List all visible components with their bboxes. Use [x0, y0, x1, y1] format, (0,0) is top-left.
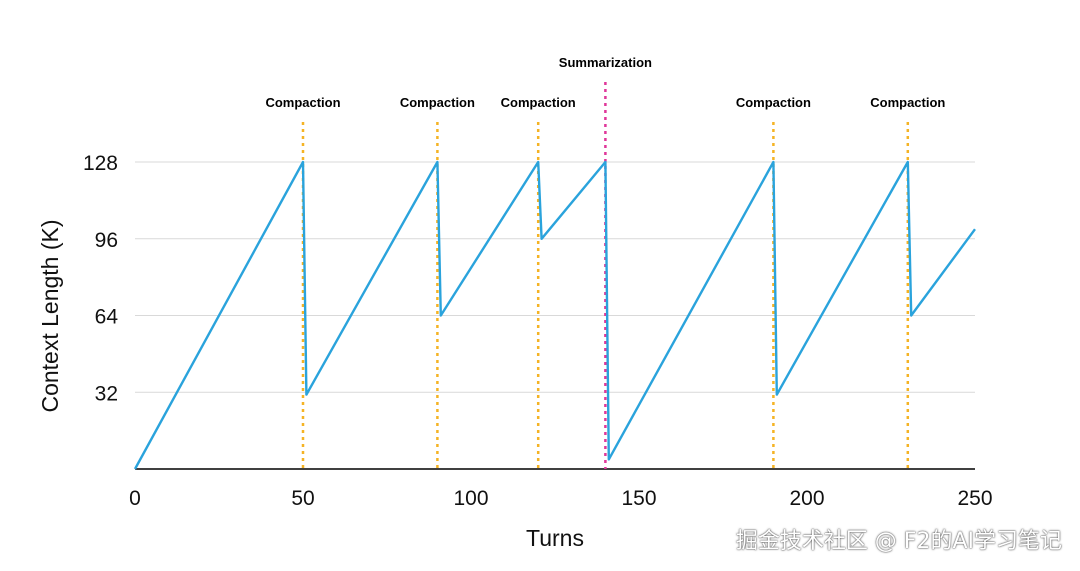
x-tick-label-100: 100: [453, 487, 488, 510]
x-tick-label-50: 50: [291, 487, 314, 510]
x-tick-label-150: 150: [621, 487, 656, 510]
compaction-label-4: Compaction: [736, 95, 811, 110]
y-tick-label-96: 96: [95, 229, 118, 252]
compaction-label-0: Compaction: [265, 95, 340, 110]
series-group: [133, 160, 976, 470]
y-axis-label: Context Length (K): [37, 219, 63, 412]
compaction-label-2: Compaction: [501, 95, 576, 110]
compaction-label-5: Compaction: [870, 95, 945, 110]
x-tick-labels: 0 50 100 150 200 250: [129, 487, 992, 510]
compaction-label-1: Compaction: [400, 95, 475, 110]
y-tick-label-128: 128: [83, 152, 118, 175]
series-line-0: [133, 160, 976, 470]
grid-lines: [135, 161, 975, 393]
x-tick-label-250: 250: [957, 487, 992, 510]
y-tick-labels: 32 64 96 128: [83, 152, 118, 405]
x-tick-label-0: 0: [129, 487, 141, 510]
summarization-label-3: Summarization: [559, 55, 652, 70]
y-tick-label-32: 32: [95, 382, 118, 405]
watermark-text: 掘金技术社区 @ F2的AI学习笔记: [735, 529, 1062, 554]
y-tick-label-64: 64: [95, 306, 119, 329]
x-tick-label-200: 200: [789, 487, 824, 510]
x-axis-label: Turns: [526, 525, 584, 551]
